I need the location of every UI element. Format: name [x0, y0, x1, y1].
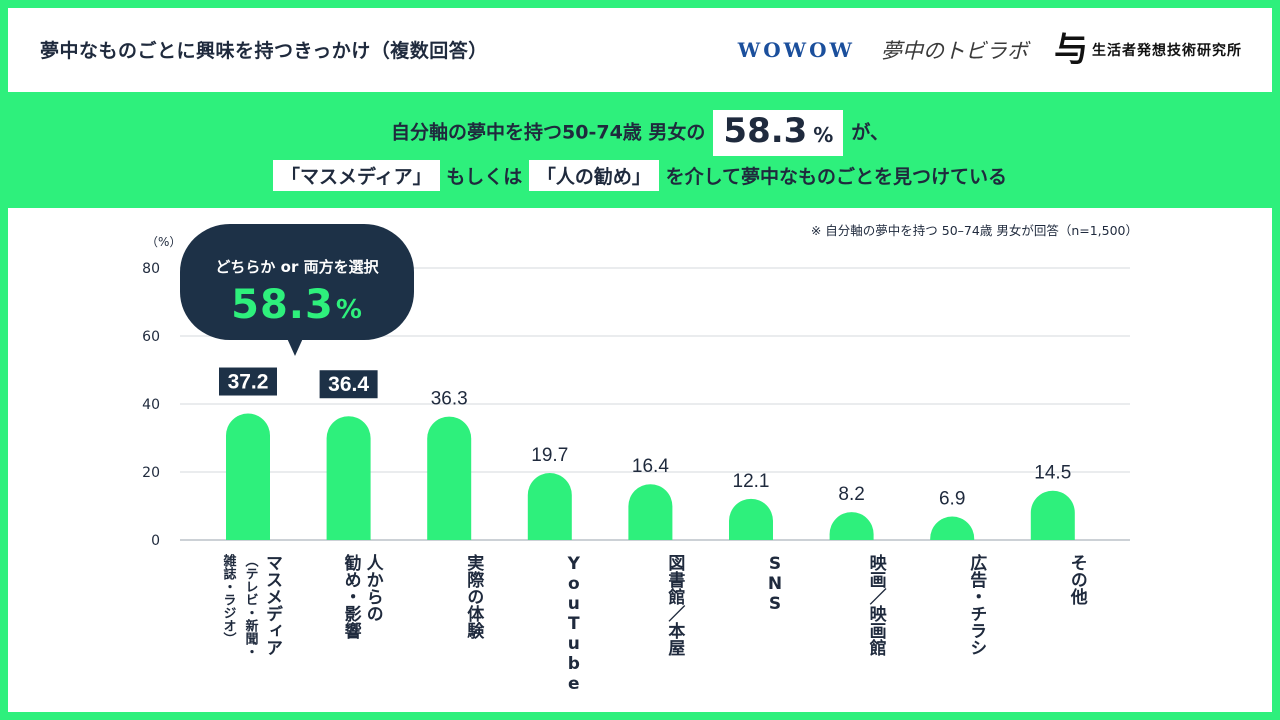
bar [930, 516, 975, 540]
y-tick-label: 20 [142, 465, 160, 481]
x-category-label: 実際の体験 [463, 553, 484, 640]
callout-tail [286, 336, 304, 356]
sample-note: ※ 自分軸の夢中を持つ 50–74歳 男女が回答（n=1,500） [810, 223, 1138, 238]
headline-prefix: 自分軸の夢中を持つ50-74歳 男女の [391, 121, 706, 144]
value-label: 36.3 [431, 389, 468, 410]
callout-value: 58.3 [231, 282, 334, 328]
hakuhodo-logo: 与 生活者発想技術研究所 [1054, 28, 1242, 72]
lab-logo-text: 夢中のトビラボ [881, 39, 1028, 63]
hakuhodo-logo-name: 生活者発想技術研究所 [1092, 43, 1242, 59]
x-category-label: 勧め・影響 [341, 553, 362, 639]
y-tick-label: 40 [142, 397, 160, 413]
value-label: 16.4 [632, 456, 669, 477]
x-category-label: YouTube [564, 554, 584, 694]
headline-box-mass-media: 「マスメディア」 [272, 160, 440, 191]
value-label: 19.7 [531, 445, 568, 466]
lab-logo: 夢中のトビラボ [875, 25, 1034, 71]
title-bar [8, 8, 1272, 92]
y-tick-label: 80 [142, 261, 160, 277]
callout-bubble: どちらか or 両方を選択 58.3% [180, 224, 414, 340]
x-category-label: その他 [1067, 554, 1089, 605]
bar [628, 484, 673, 540]
headline-unit: % [813, 123, 834, 147]
callout-value-wrap: 58.3% [180, 282, 414, 328]
headline: 自分軸の夢中を持つ50-74歳 男女の 58.3% が、 「マスメディア」 もしくは… [0, 92, 1280, 208]
headline-box-recommendation: 「人の勧め」 [528, 160, 659, 191]
value-label: 8.2 [838, 484, 864, 505]
bar [326, 416, 371, 540]
headline-line-2: 「マスメディア」 もしくは 「人の勧め」 を介して夢中なものごとを見つけている [0, 160, 1280, 191]
y-tick-label: 0 [151, 533, 160, 549]
value-label: 14.5 [1034, 463, 1071, 484]
headline-value: 58.3 [723, 111, 808, 151]
x-category-label: 人からの [363, 554, 384, 622]
x-category-label: 広告・チラシ [966, 553, 987, 656]
bar [1030, 490, 1075, 540]
bar [226, 413, 270, 540]
headline-suffix: が、 [851, 121, 889, 144]
value-label: 37.2 [228, 371, 269, 394]
headline-line-1: 自分軸の夢中を持つ50-74歳 男女の 58.3% が、 [0, 110, 1280, 156]
headline-mid: もしくは [446, 166, 523, 188]
value-label: 6.9 [939, 489, 965, 510]
bar [729, 498, 773, 540]
x-category-label: マスメディア [262, 554, 282, 656]
x-category-label: SNS [765, 554, 785, 614]
value-label-box [319, 370, 378, 399]
value-label: 36.4 [328, 373, 369, 396]
bar [527, 473, 572, 540]
value-label-box [219, 367, 277, 396]
bar [829, 512, 874, 540]
value-label: 12.1 [733, 471, 770, 492]
hakuhodo-mark-icon: 与 [1054, 30, 1088, 70]
y-tick-label: 60 [142, 329, 160, 345]
headline-value-box: 58.3% [713, 110, 844, 156]
x-category-label: 映画／映画館 [866, 553, 888, 657]
x-category-label: 図書館／本屋 [664, 554, 686, 657]
x-category-label: 雑誌・ラジオ） [221, 553, 238, 645]
callout-label: どちらか or 両方を選択 [215, 258, 379, 276]
headline-line2-suffix: を介して夢中なものごとを見つけている [665, 166, 1007, 188]
bar [427, 416, 472, 540]
logo-group: WOWOW 夢中のトビラボ 与 生活者発想技術研究所 [738, 22, 1242, 78]
y-axis-unit: （%） [146, 235, 181, 249]
page-title: 夢中なものごとに興味を持つきっかけ（複数回答） [40, 40, 488, 62]
x-category-label: （テレビ・新聞・ [243, 554, 260, 658]
callout-unit: % [335, 295, 363, 325]
wowow-logo: WOWOW [737, 38, 855, 62]
